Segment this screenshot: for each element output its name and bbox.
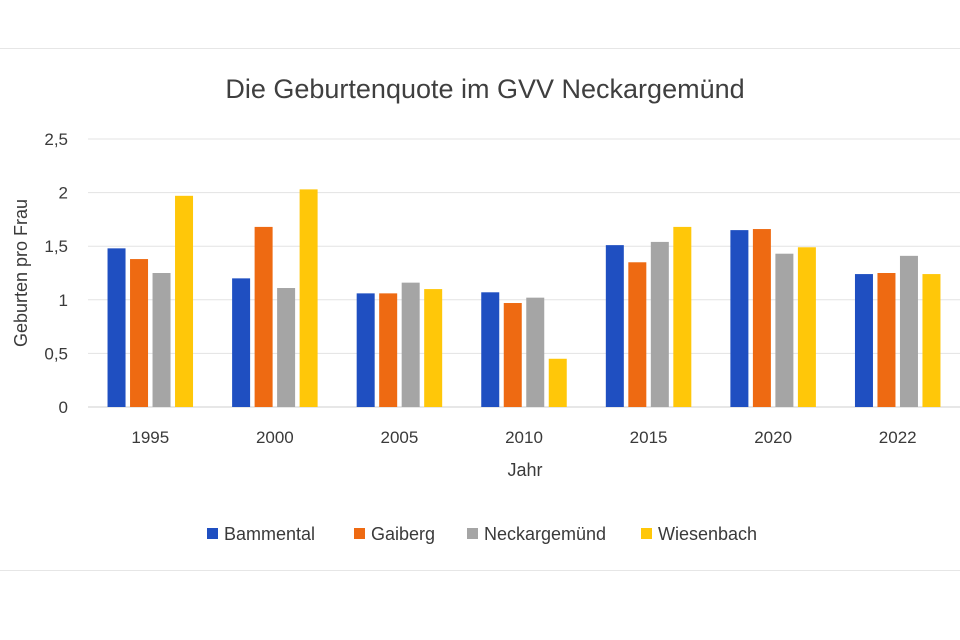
bar-neckargemünd-1995 [152, 273, 171, 407]
bars [107, 189, 941, 407]
legend-swatch [207, 528, 218, 539]
x-tick-label: 2022 [879, 428, 917, 447]
bar-bammental-2005 [356, 293, 375, 407]
bar-gaiberg-2015 [628, 262, 647, 407]
bar-bammental-2020 [730, 230, 749, 407]
y-tick-label: 1,5 [44, 237, 68, 256]
legend-label: Wiesenbach [658, 524, 757, 544]
bar-bammental-2022 [854, 274, 873, 407]
bottom-divider [0, 570, 960, 571]
bar-bammental-2010 [481, 292, 500, 407]
bar-neckargemünd-2015 [650, 241, 669, 407]
bar-neckargemünd-2020 [775, 253, 794, 407]
legend-swatch [354, 528, 365, 539]
bar-neckargemünd-2005 [401, 282, 420, 407]
x-tick-label: 2000 [256, 428, 294, 447]
bar-wiesenbach-2000 [299, 189, 318, 407]
bar-gaiberg-2022 [877, 273, 896, 407]
bar-bammental-2015 [605, 245, 624, 407]
y-axis-label: Geburten pro Frau [11, 199, 31, 347]
legend-swatch [467, 528, 478, 539]
x-tick-label: 2005 [381, 428, 419, 447]
bar-neckargemünd-2022 [899, 255, 918, 407]
legend-label: Bammental [224, 524, 315, 544]
x-tick-label: 1995 [131, 428, 169, 447]
bar-gaiberg-1995 [130, 259, 149, 407]
bar-wiesenbach-2020 [797, 247, 816, 407]
y-tick-label: 0 [59, 398, 68, 417]
bar-wiesenbach-2015 [673, 226, 692, 407]
bar-gaiberg-2010 [503, 303, 522, 407]
bar-wiesenbach-2022 [922, 274, 941, 407]
bar-neckargemünd-2010 [526, 297, 545, 407]
bar-bammental-2000 [232, 278, 251, 407]
top-divider [0, 48, 960, 49]
bar-gaiberg-2020 [752, 229, 771, 407]
bar-wiesenbach-2005 [424, 289, 443, 407]
bar-gaiberg-2005 [379, 293, 398, 407]
legend-swatch [641, 528, 652, 539]
y-tick-label: 2,5 [44, 130, 68, 149]
x-axis-label: Jahr [507, 460, 542, 480]
chart-title: Die Geburtenquote im GVV Neckargemünd [225, 74, 744, 104]
bar-bammental-1995 [107, 248, 126, 407]
x-axis-ticks: 1995 2000 2005 2010 2015 2020 2022 [131, 428, 916, 447]
legend-label: Neckargemünd [484, 524, 606, 544]
x-tick-label: 2015 [630, 428, 668, 447]
bar-gaiberg-2000 [254, 226, 273, 407]
legend: Bammental Gaiberg Neckargemünd Wiesenbach [207, 524, 757, 544]
bar-neckargemünd-2000 [277, 288, 296, 407]
x-tick-label: 2010 [505, 428, 543, 447]
y-tick-label: 2 [59, 184, 68, 203]
legend-label: Gaiberg [371, 524, 435, 544]
gridlines [88, 138, 960, 408]
bar-wiesenbach-2010 [548, 358, 567, 407]
y-axis-ticks: 0 0,5 1 1,5 2 2,5 [44, 130, 68, 417]
y-tick-label: 0,5 [44, 344, 68, 363]
bar-wiesenbach-1995 [175, 195, 194, 407]
x-tick-label: 2020 [754, 428, 792, 447]
y-tick-label: 1 [59, 291, 68, 310]
